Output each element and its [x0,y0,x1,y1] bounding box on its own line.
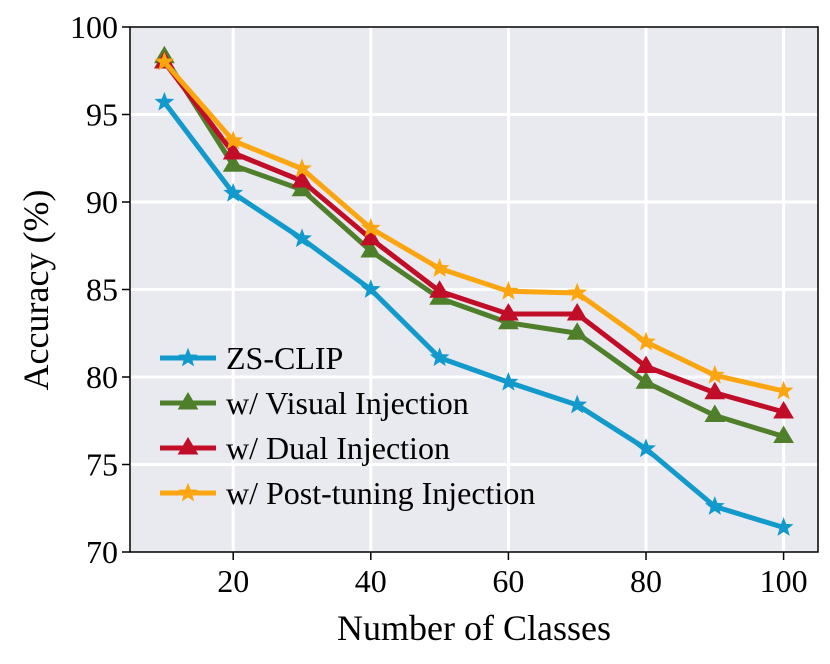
x-axis-label: Number of Classes [337,608,611,648]
data-point [222,154,244,172]
data-point [635,371,657,389]
data-point [566,322,588,340]
x-tick-label: 60 [492,563,524,599]
series-line [161,59,787,394]
data-point [635,355,657,373]
y-tick-label: 70 [86,534,118,570]
legend-item: ZS-CLIP [160,340,343,376]
legend-marker [178,482,198,502]
y-tick-label: 85 [86,272,118,308]
data-point [429,258,450,277]
legend-label: w/ Visual Injection [226,385,469,421]
data-point [566,303,588,321]
legend-item: w/ Post-tuning Injection [160,475,535,511]
data-point [773,401,794,419]
series-w-dual-injection [154,51,794,419]
data-point [498,371,519,391]
data-point [292,158,312,178]
data-point [360,227,382,246]
y-tick-label: 90 [86,184,118,220]
data-point [636,438,656,458]
data-point [773,425,794,443]
data-point [429,347,450,367]
legend-label: w/ Post-tuning Injection [226,475,535,511]
data-point [704,364,725,384]
y-tick-label: 95 [86,97,118,133]
data-point [773,517,794,536]
data-point [498,311,519,330]
data-point [567,282,588,302]
grid-lines [129,26,819,553]
data-point [223,182,244,202]
series-zs-clip [154,91,794,536]
legend-label: w/ Dual Injection [226,430,450,466]
series-group [154,45,794,536]
data-point [154,51,175,71]
x-tick-label: 100 [760,563,808,599]
y-tick-label: 75 [86,447,118,483]
data-point [498,303,519,321]
series-line [161,99,787,530]
data-point [222,142,244,160]
data-point [567,394,588,414]
legend: ZS-CLIP w/ Visual Injection w/ Dual Inject… [160,340,535,511]
series-line [161,54,787,439]
legend-marker [177,437,199,455]
series-line [161,59,787,415]
x-tick-label: 20 [217,563,249,599]
data-point [291,170,313,188]
y-axis-label: Accuracy (%) [16,190,56,391]
data-point [360,240,382,258]
legend-marker [178,347,198,367]
data-point [636,331,656,351]
legend-item: w/ Visual Injection [160,385,469,421]
x-tick-label: 80 [630,563,662,599]
legend-label: ZS-CLIP [226,340,343,376]
x-axis-ticks: 20 40 60 80 100 [217,552,808,599]
data-point [704,381,726,400]
data-point [429,280,450,298]
series-w-visual-injection [154,45,794,443]
x-tick-label: 40 [355,563,387,599]
data-point [704,496,725,515]
legend-marker [177,392,199,410]
data-point [360,217,381,237]
data-point [773,380,794,400]
series-w-post-tuning-injection [154,51,794,400]
data-point [223,130,244,150]
data-point [360,279,381,298]
data-point [704,404,726,422]
y-axis-ticks: 70 75 80 85 90 95 100 [70,9,130,570]
legend-item: w/ Dual Injection [160,430,450,466]
y-tick-label: 80 [86,359,118,395]
data-point [498,280,519,300]
data-point [154,91,175,111]
data-point [292,228,312,248]
y-tick-label: 100 [70,9,118,45]
